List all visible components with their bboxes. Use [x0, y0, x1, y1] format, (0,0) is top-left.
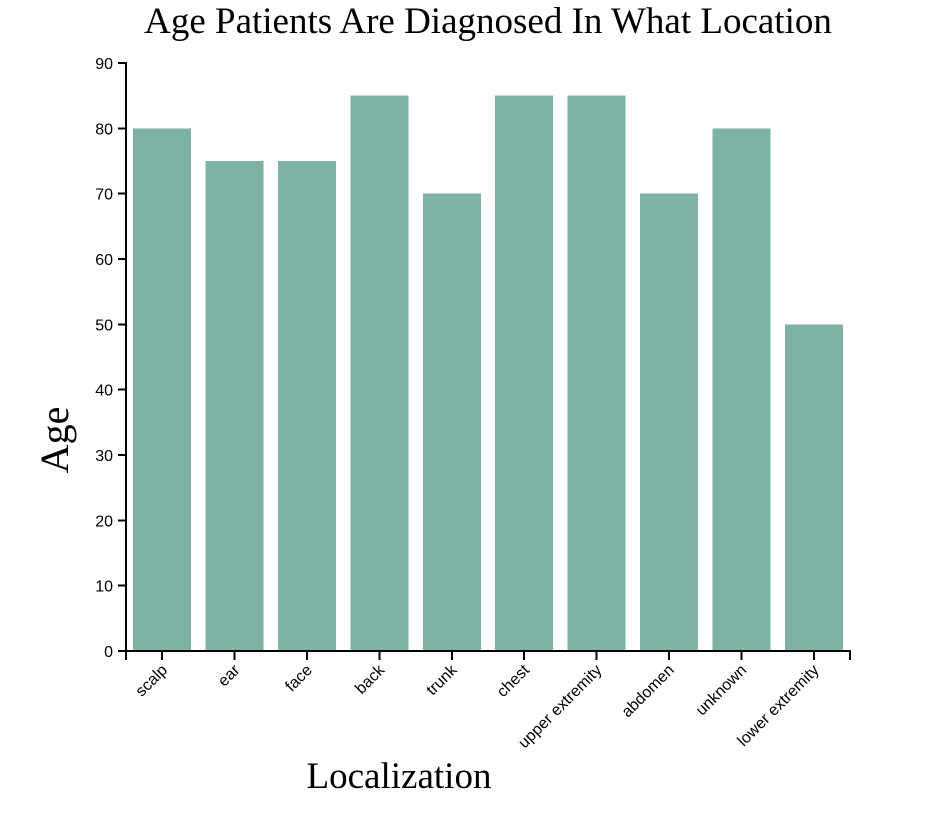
bar-lower-extremity — [784, 324, 843, 651]
y-tick-label: 50 — [95, 317, 113, 334]
x-tick-label: ear — [215, 661, 244, 690]
y-axis: 0 10 20 30 40 50 60 70 80 90 — [95, 56, 127, 661]
x-tick-label: face — [282, 662, 315, 695]
y-tick-label: 60 — [95, 252, 113, 269]
y-axis-title: Age — [32, 407, 77, 474]
y-tick-label: 40 — [95, 383, 113, 400]
x-tick-label: abdomen — [619, 662, 678, 721]
bar-ear — [205, 161, 264, 651]
x-tick-label: trunk — [423, 661, 461, 699]
x-tick-label: chest — [494, 661, 533, 700]
y-tick-label: 0 — [104, 644, 113, 661]
y-axis-line — [118, 62, 127, 652]
bars-group — [133, 95, 843, 652]
bar-abdomen — [640, 193, 698, 651]
y-tick-label: 70 — [95, 187, 113, 204]
bar-upper-extremity — [567, 95, 626, 651]
y-tick-label: 20 — [95, 513, 113, 530]
bar-unknown — [712, 128, 771, 652]
x-tick-label: scalp — [133, 662, 172, 701]
x-axis-title: Localization — [307, 756, 492, 797]
y-tick-label: 80 — [95, 121, 113, 138]
x-tick-label: back — [352, 661, 389, 698]
bar-back — [350, 95, 409, 651]
chart-title: Age Patients Are Diagnosed In What Locat… — [144, 1, 832, 42]
x-axis-line — [125, 650, 851, 660]
y-tick-label: 30 — [95, 448, 113, 465]
bar-scalp — [133, 128, 192, 652]
bar-chest — [495, 95, 554, 651]
y-tick-label: 10 — [95, 579, 113, 596]
bar-trunk — [422, 193, 481, 651]
x-tick-label: unknown — [693, 662, 750, 719]
y-tick-label: 90 — [95, 56, 113, 73]
bar-face — [278, 161, 336, 651]
